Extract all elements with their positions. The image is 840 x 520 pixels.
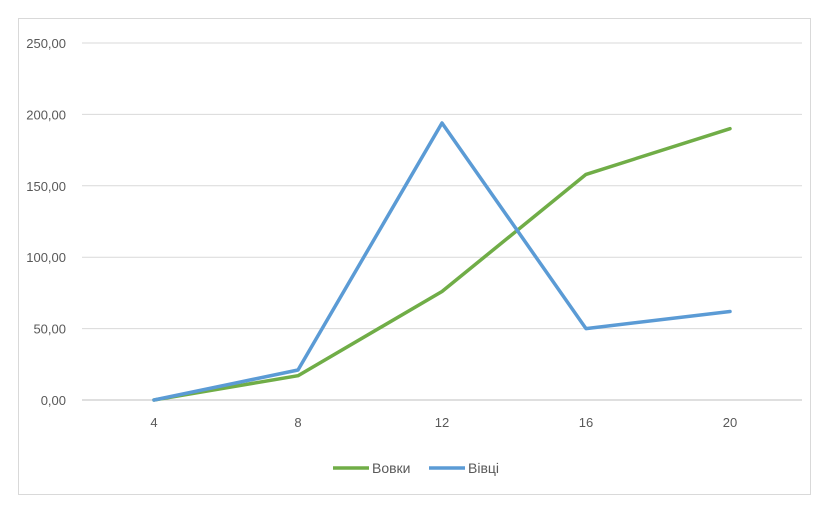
y-axis-tick-labels: 0,00 50,00 100,00 150,00 200,00 250,00 <box>26 36 66 408</box>
gridlines <box>82 42 802 401</box>
y-tick-label: 150,00 <box>26 179 66 194</box>
series-line <box>152 126 732 402</box>
y-tick-label: 0,00 <box>41 393 66 408</box>
y-tick-label: 250,00 <box>26 36 66 51</box>
legend: Вовки Вівці <box>333 460 499 476</box>
chart-area <box>18 18 811 495</box>
y-tick-label: 100,00 <box>26 250 66 265</box>
x-tick-label: 20 <box>723 415 737 430</box>
series-lines <box>152 121 732 402</box>
y-tick-label: 200,00 <box>26 107 66 122</box>
x-tick-label: 4 <box>150 415 157 430</box>
y-tick-label: 50,00 <box>33 322 66 337</box>
legend-label: Вовки <box>372 460 411 476</box>
x-tick-label: 12 <box>435 415 449 430</box>
x-axis-tick-labels: 4 8 12 16 20 <box>150 415 737 430</box>
series-line <box>152 121 732 402</box>
x-tick-label: 16 <box>579 415 593 430</box>
legend-label: Вівці <box>468 460 499 476</box>
x-tick-label: 8 <box>294 415 301 430</box>
